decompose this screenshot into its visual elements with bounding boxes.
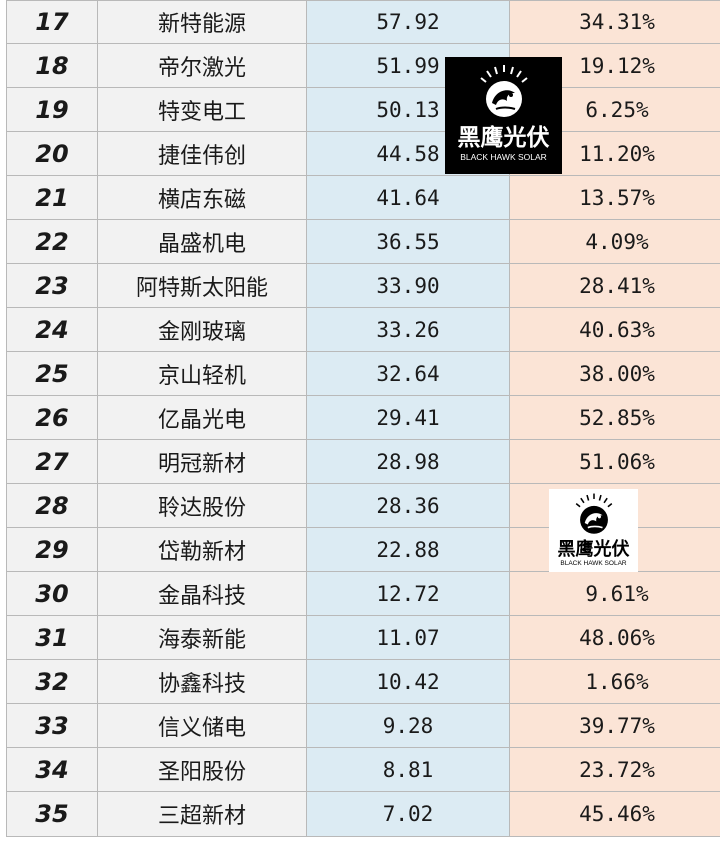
company-name-cell: 特变电工 bbox=[97, 87, 307, 132]
percent-cell: 39.77% bbox=[509, 703, 720, 748]
value-cell: 33.26 bbox=[306, 307, 510, 352]
company-name-cell: 金刚玻璃 bbox=[97, 307, 307, 352]
company-name-cell: 岱勒新材 bbox=[97, 527, 307, 572]
company-name-cell: 捷佳伟创 bbox=[97, 131, 307, 176]
hawk-emblem-small-icon bbox=[575, 493, 612, 534]
company-name-cell: 帝尔激光 bbox=[97, 43, 307, 88]
percent-cell: 52.85% bbox=[509, 395, 720, 440]
watermark-sub: BLACK HAWK SOLAR bbox=[460, 152, 547, 162]
rank-cell: 22 bbox=[6, 219, 98, 264]
ranking-table: 17 新特能源 57.92 34.31% 18 帝尔激光 51.99 19.12% 19 特变电工… bbox=[6, 0, 720, 837]
company-name-cell: 阿特斯太阳能 bbox=[97, 263, 307, 308]
rank-cell: 30 bbox=[6, 571, 98, 616]
rank-cell: 26 bbox=[6, 395, 98, 440]
table-row: 26 亿晶光电 29.41 52.85% bbox=[6, 395, 720, 440]
rank-cell: 20 bbox=[6, 131, 98, 176]
company-name-cell: 聆达股份 bbox=[97, 483, 307, 528]
table-row: 25 京山轻机 32.64 38.00% bbox=[6, 351, 720, 396]
rank-cell: 34 bbox=[6, 747, 98, 792]
percent-cell: 1.66% bbox=[509, 659, 720, 704]
watermark-small-sub: BLACK HAWK SOLAR bbox=[560, 560, 627, 567]
watermark-small-brand: 黑鹰光伏 bbox=[557, 539, 630, 560]
table-row: 35 三超新材 7.02 45.46% bbox=[6, 791, 720, 837]
rank-cell: 24 bbox=[6, 307, 98, 352]
company-name-cell: 圣阳股份 bbox=[97, 747, 307, 792]
rank-cell: 28 bbox=[6, 483, 98, 528]
percent-cell: 38.00% bbox=[509, 351, 720, 396]
rank-cell: 31 bbox=[6, 615, 98, 660]
value-cell: 22.88 bbox=[306, 527, 510, 572]
percent-cell: 4.09% bbox=[509, 219, 720, 264]
company-name-cell: 新特能源 bbox=[97, 0, 307, 44]
percent-cell: 23.72% bbox=[509, 747, 720, 792]
table-row: 33 信义储电 9.28 39.77% bbox=[6, 703, 720, 748]
table-row: 21 横店东磁 41.64 13.57% bbox=[6, 175, 720, 220]
percent-cell: 51.06% bbox=[509, 439, 720, 484]
table-row: 20 捷佳伟创 44.58 11.20% bbox=[6, 131, 720, 176]
rank-cell: 27 bbox=[6, 439, 98, 484]
ranking-table-body: 17 新特能源 57.92 34.31% 18 帝尔激光 51.99 19.12% 19 特变电工… bbox=[6, 0, 720, 837]
company-name-cell: 京山轻机 bbox=[97, 351, 307, 396]
rank-cell: 21 bbox=[6, 175, 98, 220]
value-cell: 8.81 bbox=[306, 747, 510, 792]
rank-cell: 23 bbox=[6, 263, 98, 308]
table-row: 30 金晶科技 12.72 9.61% bbox=[6, 571, 720, 616]
watermark-logo-small: 黑鹰光伏 BLACK HAWK SOLAR bbox=[549, 489, 638, 572]
watermark-logo-box: 黑鹰光伏 BLACK HAWK SOLAR bbox=[445, 57, 562, 174]
table-row: 17 新特能源 57.92 34.31% bbox=[6, 0, 720, 44]
rank-cell: 35 bbox=[6, 791, 98, 837]
watermark-logo-small-box: 黑鹰光伏 BLACK HAWK SOLAR bbox=[549, 489, 638, 572]
company-name-cell: 海泰新能 bbox=[97, 615, 307, 660]
table-row: 23 阿特斯太阳能 33.90 28.41% bbox=[6, 263, 720, 308]
percent-cell: 45.46% bbox=[509, 791, 720, 837]
rank-cell: 33 bbox=[6, 703, 98, 748]
value-cell: 29.41 bbox=[306, 395, 510, 440]
company-name-cell: 横店东磁 bbox=[97, 175, 307, 220]
percent-cell: 40.63% bbox=[509, 307, 720, 352]
table-row: 27 明冠新材 28.98 51.06% bbox=[6, 439, 720, 484]
value-cell: 33.90 bbox=[306, 263, 510, 308]
rank-cell: 29 bbox=[6, 527, 98, 572]
table-row: 31 海泰新能 11.07 48.06% bbox=[6, 615, 720, 660]
value-cell: 10.42 bbox=[306, 659, 510, 704]
table-row: 19 特变电工 50.13 6.25% bbox=[6, 87, 720, 132]
value-cell: 32.64 bbox=[306, 351, 510, 396]
value-cell: 7.02 bbox=[306, 791, 510, 837]
percent-cell: 13.57% bbox=[509, 175, 720, 220]
company-name-cell: 明冠新材 bbox=[97, 439, 307, 484]
percent-cell: 28.41% bbox=[509, 263, 720, 308]
watermark-brand: 黑鹰光伏 bbox=[457, 125, 550, 151]
company-name-cell: 三超新材 bbox=[97, 791, 307, 837]
value-cell: 9.28 bbox=[306, 703, 510, 748]
value-cell: 28.36 bbox=[306, 483, 510, 528]
value-cell: 36.55 bbox=[306, 219, 510, 264]
value-cell: 28.98 bbox=[306, 439, 510, 484]
rank-cell: 18 bbox=[6, 43, 98, 88]
table-row: 34 圣阳股份 8.81 23.72% bbox=[6, 747, 720, 792]
watermark-logo: 黑鹰光伏 BLACK HAWK SOLAR bbox=[445, 57, 562, 174]
table-row: 18 帝尔激光 51.99 19.12% bbox=[6, 43, 720, 88]
company-name-cell: 信义储电 bbox=[97, 703, 307, 748]
company-name-cell: 协鑫科技 bbox=[97, 659, 307, 704]
value-cell: 12.72 bbox=[306, 571, 510, 616]
rank-cell: 32 bbox=[6, 659, 98, 704]
value-cell: 57.92 bbox=[306, 0, 510, 44]
company-name-cell: 金晶科技 bbox=[97, 571, 307, 616]
company-name-cell: 晶盛机电 bbox=[97, 219, 307, 264]
rank-cell: 19 bbox=[6, 87, 98, 132]
rank-cell: 17 bbox=[6, 0, 98, 44]
rank-cell: 25 bbox=[6, 351, 98, 396]
percent-cell: 48.06% bbox=[509, 615, 720, 660]
table-row: 22 晶盛机电 36.55 4.09% bbox=[6, 219, 720, 264]
company-name-cell: 亿晶光电 bbox=[97, 395, 307, 440]
percent-cell: 9.61% bbox=[509, 571, 720, 616]
value-cell: 41.64 bbox=[306, 175, 510, 220]
value-cell: 11.07 bbox=[306, 615, 510, 660]
table-row: 32 协鑫科技 10.42 1.66% bbox=[6, 659, 720, 704]
hawk-emblem-icon bbox=[479, 65, 528, 117]
percent-cell: 34.31% bbox=[509, 0, 720, 44]
table-row: 24 金刚玻璃 33.26 40.63% bbox=[6, 307, 720, 352]
